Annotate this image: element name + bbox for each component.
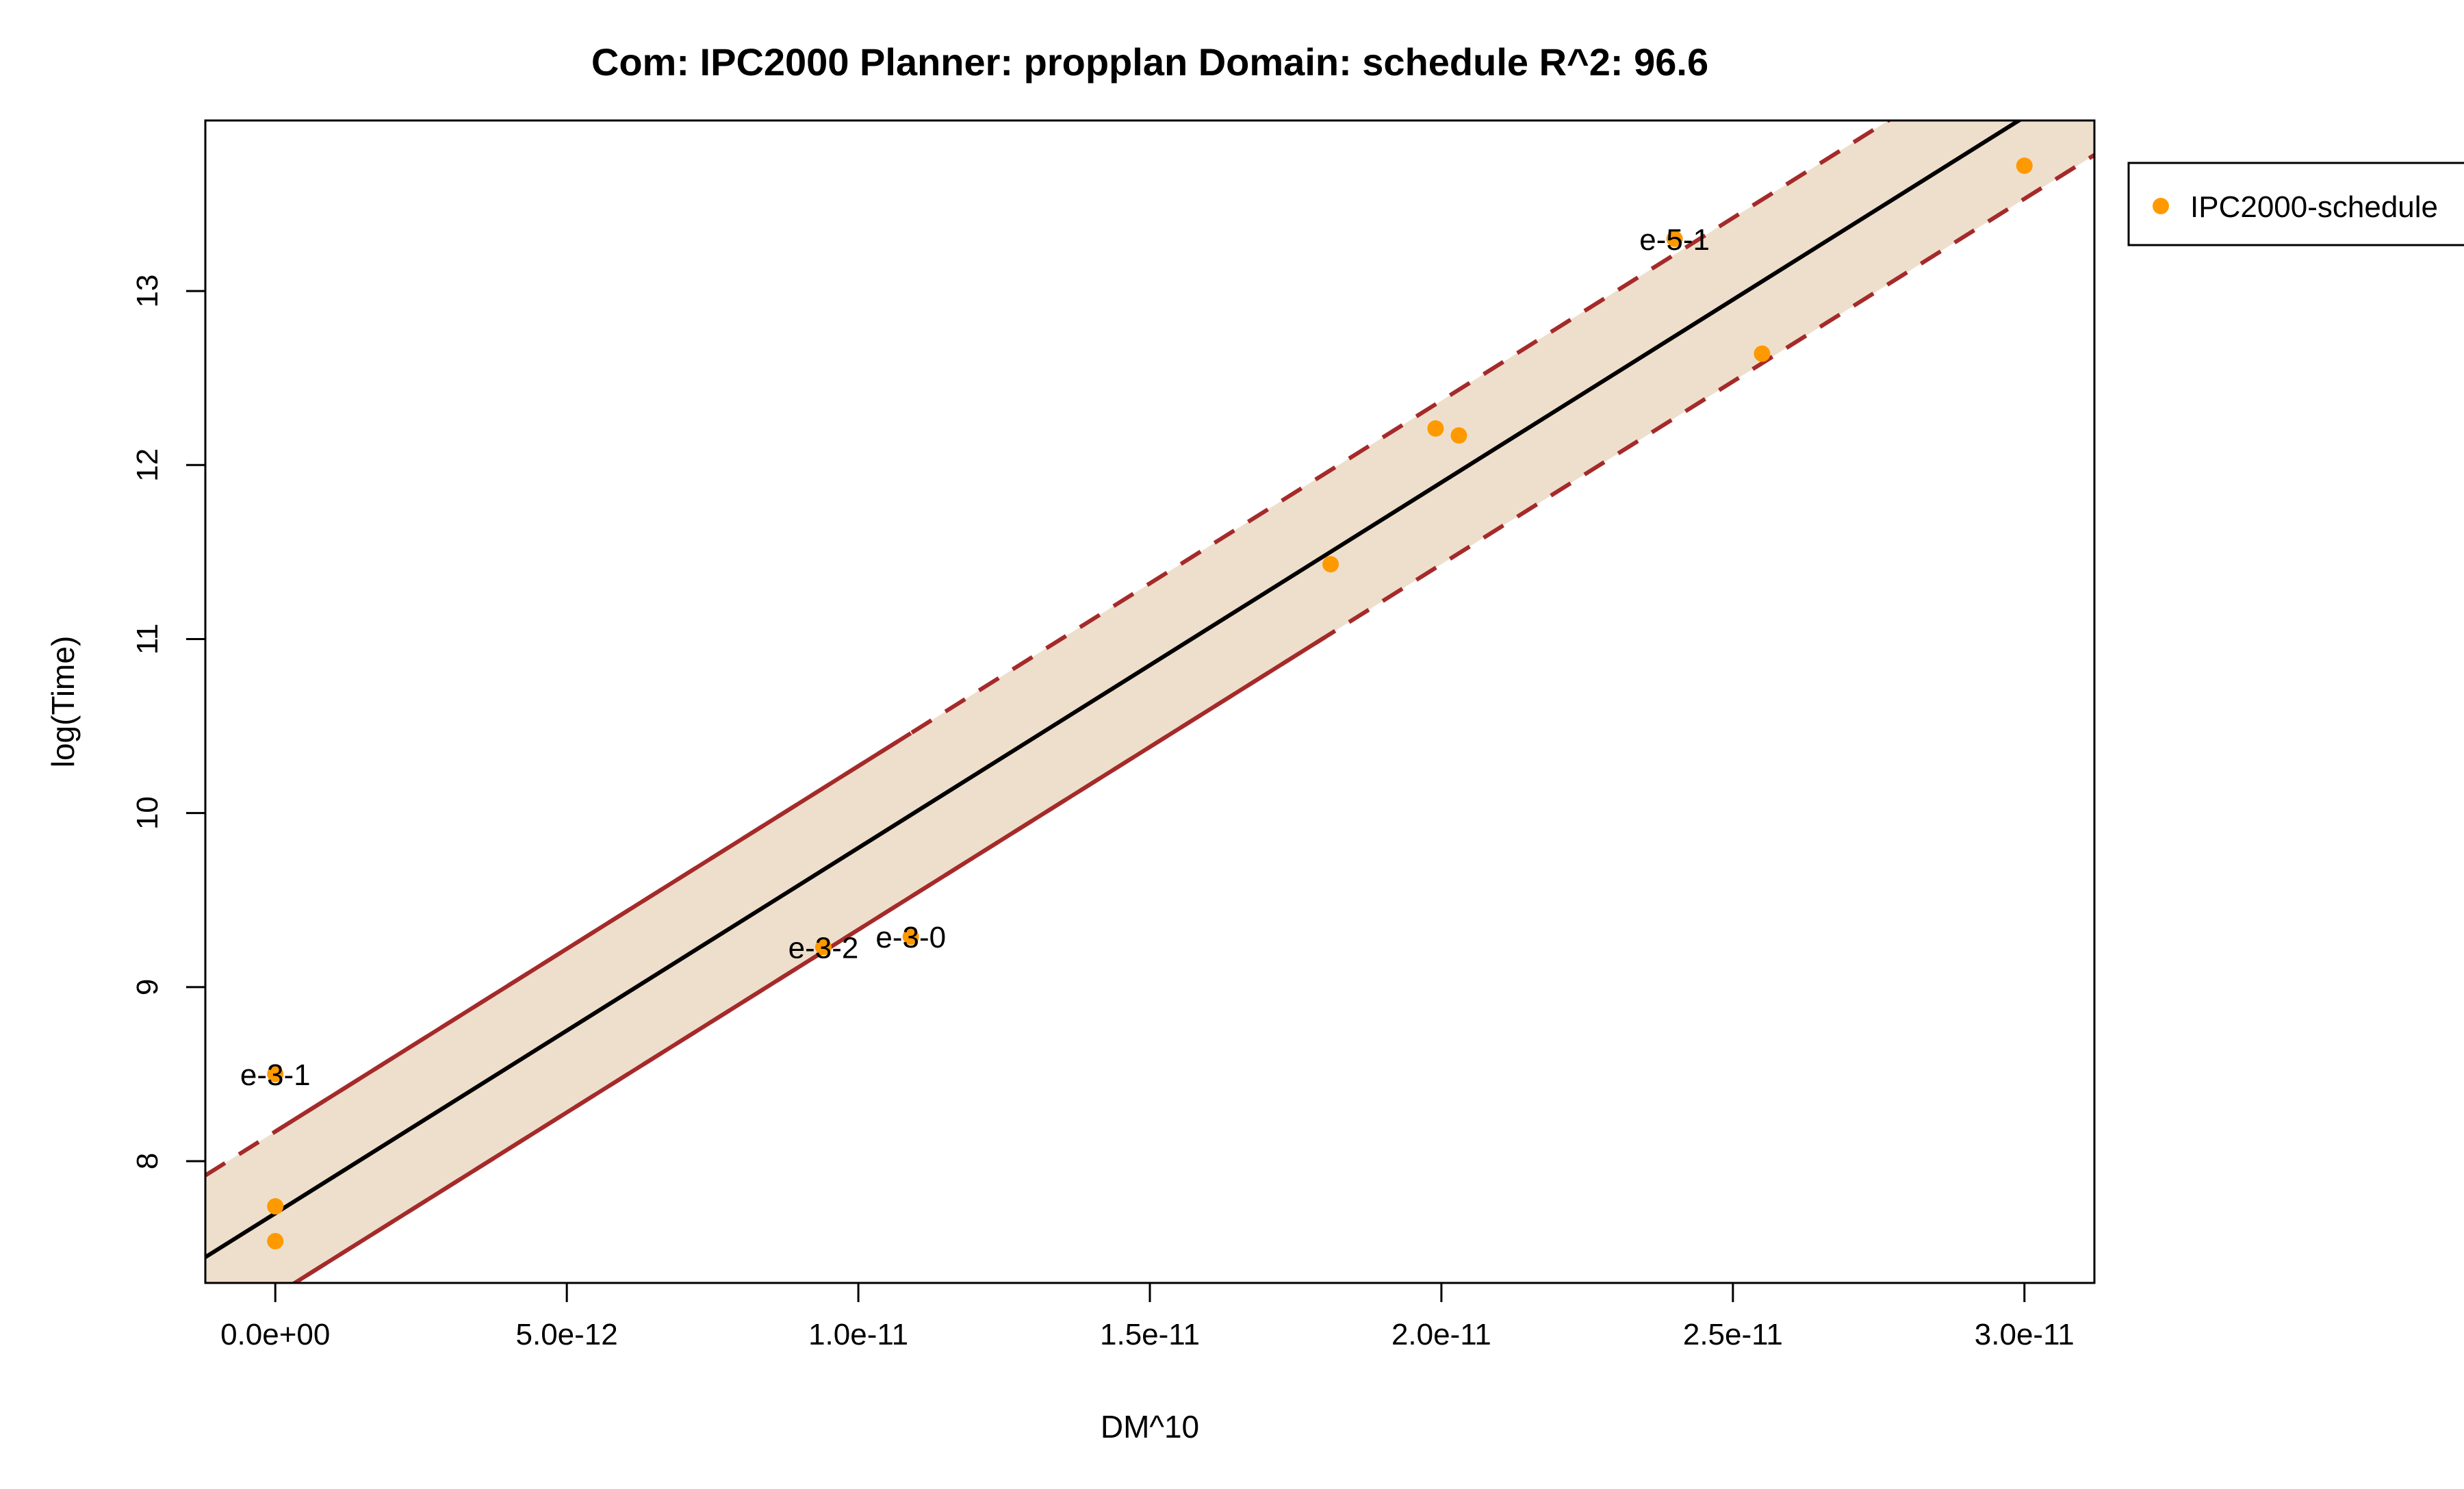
data-point [267, 1065, 284, 1082]
x-tick-label: 2.5e-11 [1683, 1318, 1783, 1351]
legend-label: IPC2000-schedule [2190, 190, 2438, 224]
y-tick-label: 13 [131, 275, 164, 308]
x-tick-label: 2.0e-11 [1391, 1318, 1491, 1351]
y-tick-label: 10 [131, 796, 164, 830]
data-point [1450, 427, 1467, 444]
x-axis-label: DM^10 [1101, 1409, 1199, 1445]
chart-title: Com: IPC2000 Planner: propplan Domain: s… [591, 40, 1708, 84]
data-point [814, 939, 832, 956]
y-tick-label: 9 [131, 979, 164, 995]
x-tick-label: 1.0e-11 [808, 1318, 908, 1351]
y-tick-label: 11 [131, 624, 164, 655]
point-annotation: e-5-1 [1639, 223, 1710, 257]
y-axis-label: log(Time) [45, 636, 81, 768]
axes: 0.0e+00 5.0e-12 1.0e-11 1.5e-11 2.0e-11 2.5e-… [131, 275, 2075, 1351]
legend: IPC2000-schedule [2127, 162, 2464, 246]
y-tick-label: 8 [131, 1153, 164, 1169]
data-point [1322, 556, 1339, 573]
data-point [1427, 420, 1444, 437]
x-tick-label: 5.0e-12 [516, 1318, 618, 1351]
x-tick-label: 0.0e+00 [220, 1318, 330, 1351]
data-point [2016, 157, 2033, 175]
data-point [1666, 230, 1683, 247]
data-point [267, 1198, 284, 1215]
point-annotation: e-3-1 [240, 1058, 311, 1092]
data-point [1754, 345, 1771, 362]
y-tick-label: 12 [131, 448, 164, 482]
point-annotation: e-3-2 [788, 931, 859, 965]
band-upper-line-solid [274, 731, 912, 1134]
data-point [902, 928, 919, 945]
regression-line [205, 120, 2023, 1259]
band-lower-line-solid [290, 635, 1326, 1283]
plot-area: e-3-1 e-3-2 e-3-0 e-5-1 [205, 120, 2094, 1283]
confidence-band [205, 120, 2094, 1283]
point-annotation: e-3-0 [875, 921, 946, 954]
legend-marker [2153, 198, 2169, 214]
x-tick-label: 3.0e-11 [1975, 1318, 2075, 1351]
x-tick-label: 1.5e-11 [1100, 1318, 1200, 1351]
data-point [267, 1232, 284, 1249]
legend-box [2127, 162, 2464, 246]
